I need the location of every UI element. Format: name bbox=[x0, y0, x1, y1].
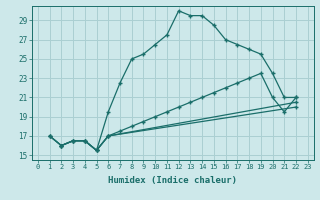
X-axis label: Humidex (Indice chaleur): Humidex (Indice chaleur) bbox=[108, 176, 237, 185]
